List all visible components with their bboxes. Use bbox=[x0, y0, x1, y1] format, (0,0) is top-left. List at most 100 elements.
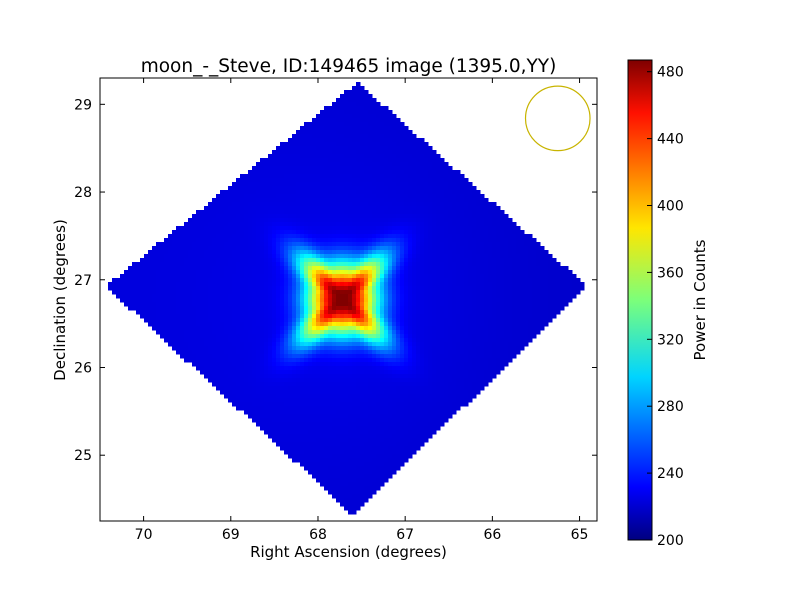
heat-cell bbox=[260, 194, 265, 199]
heat-cell bbox=[304, 354, 309, 359]
heat-cell bbox=[428, 198, 433, 203]
heat-cell bbox=[392, 122, 397, 127]
heat-cell bbox=[136, 298, 141, 303]
heat-cell bbox=[276, 194, 281, 199]
heat-cell bbox=[320, 190, 325, 195]
heat-cell bbox=[532, 262, 537, 267]
heat-cell bbox=[288, 190, 293, 195]
heat-cell bbox=[484, 198, 489, 203]
heat-cell bbox=[280, 210, 285, 215]
heat-cell bbox=[352, 102, 357, 107]
heat-cell bbox=[388, 278, 393, 283]
heat-cell bbox=[120, 298, 125, 303]
heat-cell bbox=[192, 282, 197, 287]
heat-cell bbox=[212, 330, 217, 335]
heat-cell bbox=[116, 286, 121, 291]
heat-cell bbox=[264, 278, 269, 283]
heat-cell bbox=[284, 262, 289, 267]
heat-cell bbox=[264, 258, 269, 263]
heat-cell bbox=[492, 286, 497, 291]
heat-cell bbox=[328, 118, 333, 123]
heat-cell bbox=[292, 210, 297, 215]
heat-cell bbox=[388, 306, 393, 311]
heat-cell bbox=[268, 242, 273, 247]
heat-cell bbox=[208, 258, 213, 263]
heat-cell bbox=[404, 142, 409, 147]
heat-cell bbox=[244, 178, 249, 183]
heat-cell bbox=[364, 334, 369, 339]
heat-cell bbox=[152, 326, 157, 331]
heat-cell bbox=[312, 146, 317, 151]
heat-cell bbox=[528, 306, 533, 311]
heat-cell bbox=[204, 222, 209, 227]
heat-cell bbox=[452, 302, 457, 307]
heat-cell bbox=[420, 162, 425, 167]
heat-cell bbox=[284, 242, 289, 247]
heat-cell bbox=[224, 306, 229, 311]
heat-cell bbox=[404, 310, 409, 315]
heat-cell bbox=[376, 114, 381, 119]
heat-cell bbox=[332, 150, 337, 155]
heat-cell bbox=[480, 202, 485, 207]
heat-cell bbox=[388, 130, 393, 135]
heat-cell bbox=[316, 350, 321, 355]
heat-cell bbox=[376, 342, 381, 347]
heat-cell bbox=[380, 210, 385, 215]
heat-cell bbox=[260, 302, 265, 307]
heat-cell bbox=[444, 270, 449, 275]
heat-cell bbox=[436, 254, 441, 259]
heat-cell bbox=[352, 318, 357, 323]
heat-cell bbox=[484, 202, 489, 207]
heat-cell bbox=[404, 154, 409, 159]
heat-cell bbox=[388, 354, 393, 359]
heat-cell bbox=[352, 122, 357, 127]
heat-cell bbox=[296, 130, 301, 135]
heat-cell bbox=[388, 358, 393, 363]
heat-cell bbox=[480, 294, 485, 299]
heat-cell bbox=[416, 162, 421, 167]
heat-cell bbox=[476, 238, 481, 243]
heat-cell bbox=[412, 146, 417, 151]
heat-cell bbox=[360, 318, 365, 323]
heat-cell bbox=[376, 258, 381, 263]
heat-cell bbox=[232, 214, 237, 219]
heat-cell bbox=[356, 146, 361, 151]
heat-cell bbox=[392, 222, 397, 227]
heat-cell bbox=[448, 274, 453, 279]
heat-cell bbox=[184, 246, 189, 251]
heat-cell bbox=[508, 314, 513, 319]
heat-cell bbox=[332, 162, 337, 167]
heat-cell bbox=[320, 126, 325, 131]
heat-cell bbox=[460, 354, 465, 359]
heat-cell bbox=[216, 330, 221, 335]
heat-cell bbox=[196, 310, 201, 315]
heat-cell bbox=[200, 250, 205, 255]
heat-cell bbox=[252, 174, 257, 179]
heat-cell bbox=[300, 218, 305, 223]
heat-cell bbox=[276, 222, 281, 227]
heat-cell bbox=[440, 286, 445, 291]
heat-cell bbox=[244, 206, 249, 211]
heat-cell bbox=[336, 130, 341, 135]
heat-cell bbox=[312, 138, 317, 143]
heat-cell bbox=[508, 342, 513, 347]
heat-cell bbox=[388, 338, 393, 343]
heat-cell bbox=[180, 338, 185, 343]
heat-cell bbox=[224, 334, 229, 339]
heat-cell bbox=[452, 238, 457, 243]
heat-cell bbox=[412, 246, 417, 251]
heat-cell bbox=[388, 290, 393, 295]
heat-cell bbox=[336, 246, 341, 251]
heat-cell bbox=[188, 342, 193, 347]
heat-cell bbox=[464, 206, 469, 211]
heat-cell bbox=[344, 262, 349, 267]
heat-cell bbox=[372, 166, 377, 171]
heat-cell bbox=[132, 302, 137, 307]
heat-cell bbox=[356, 102, 361, 107]
heat-cell bbox=[168, 322, 173, 327]
heat-cell bbox=[132, 266, 137, 271]
heat-cell bbox=[476, 282, 481, 287]
heat-cell bbox=[188, 262, 193, 267]
heat-cell bbox=[200, 322, 205, 327]
